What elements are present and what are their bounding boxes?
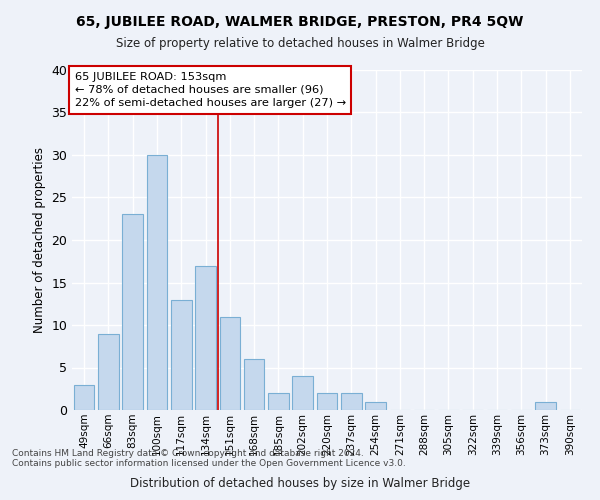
Bar [317,393,337,410]
Y-axis label: Number of detached properties: Number of detached properties [33,147,46,333]
Bar [171,300,191,410]
Text: 65, JUBILEE ROAD, WALMER BRIDGE, PRESTON, PR4 5QW: 65, JUBILEE ROAD, WALMER BRIDGE, PRESTON… [76,15,524,29]
Bar [292,376,313,410]
Bar [122,214,143,410]
Bar [98,334,119,410]
Bar [74,384,94,410]
Bar [244,359,265,410]
Text: Size of property relative to detached houses in Walmer Bridge: Size of property relative to detached ho… [116,38,484,51]
Bar [535,402,556,410]
Bar [195,266,216,410]
Bar [220,316,240,410]
Bar [341,393,362,410]
Bar [268,393,289,410]
Text: 65 JUBILEE ROAD: 153sqm
← 78% of detached houses are smaller (96)
22% of semi-de: 65 JUBILEE ROAD: 153sqm ← 78% of detache… [74,72,346,108]
Text: Contains HM Land Registry data © Crown copyright and database right 2024.: Contains HM Land Registry data © Crown c… [12,448,364,458]
Text: Contains public sector information licensed under the Open Government Licence v3: Contains public sector information licen… [12,458,406,468]
Text: Distribution of detached houses by size in Walmer Bridge: Distribution of detached houses by size … [130,477,470,490]
Bar [146,155,167,410]
Bar [365,402,386,410]
